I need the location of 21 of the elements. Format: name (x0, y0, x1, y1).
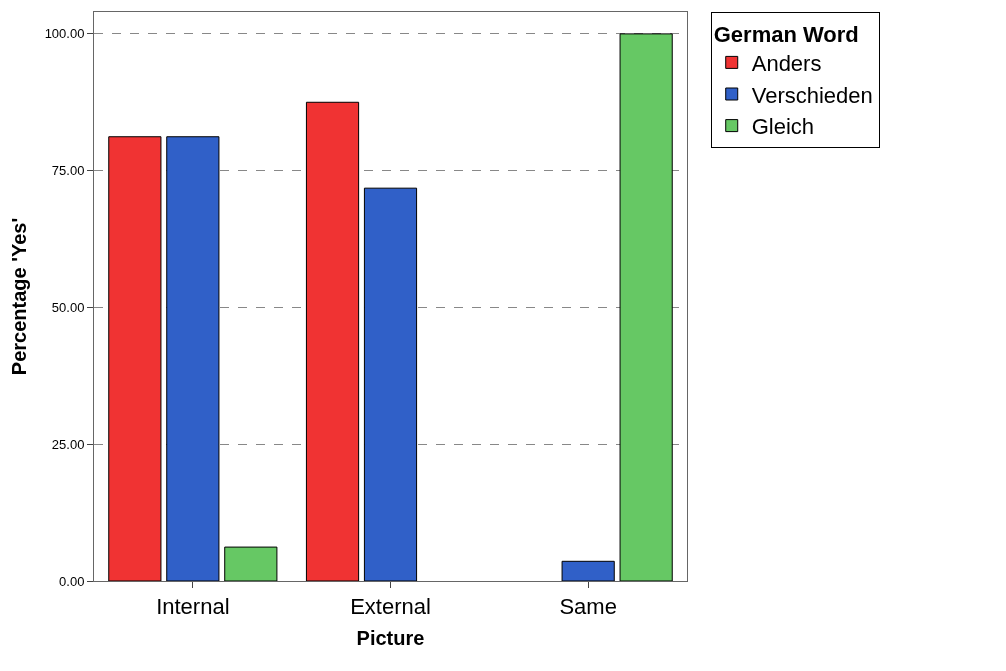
bar (619, 33, 673, 581)
y-tick-label: 100.00 (44, 26, 85, 42)
y-tick-label: 25.00 (51, 436, 85, 452)
y-axis-title: Percentage 'Yes' (8, 217, 31, 376)
x-tick-label: External (350, 594, 431, 620)
legend-label: Anders (751, 50, 822, 76)
x-axis-title: Picture (356, 626, 425, 649)
bar (224, 546, 278, 581)
bar (305, 101, 360, 581)
x-tick-label: Internal (156, 594, 230, 620)
y-tick-label: 50.00 (51, 299, 85, 315)
bar (166, 136, 220, 581)
y-tick-label: 75.00 (51, 163, 85, 179)
bar (108, 136, 162, 581)
y-tick-label: 0.00 (59, 573, 85, 589)
legend-label: Verschieden (751, 82, 873, 108)
x-tick-label: Same (559, 594, 617, 620)
bar (561, 560, 615, 581)
legend-label: Gleich (751, 114, 815, 140)
legend-title: German Word (713, 21, 859, 47)
bar (363, 187, 418, 581)
